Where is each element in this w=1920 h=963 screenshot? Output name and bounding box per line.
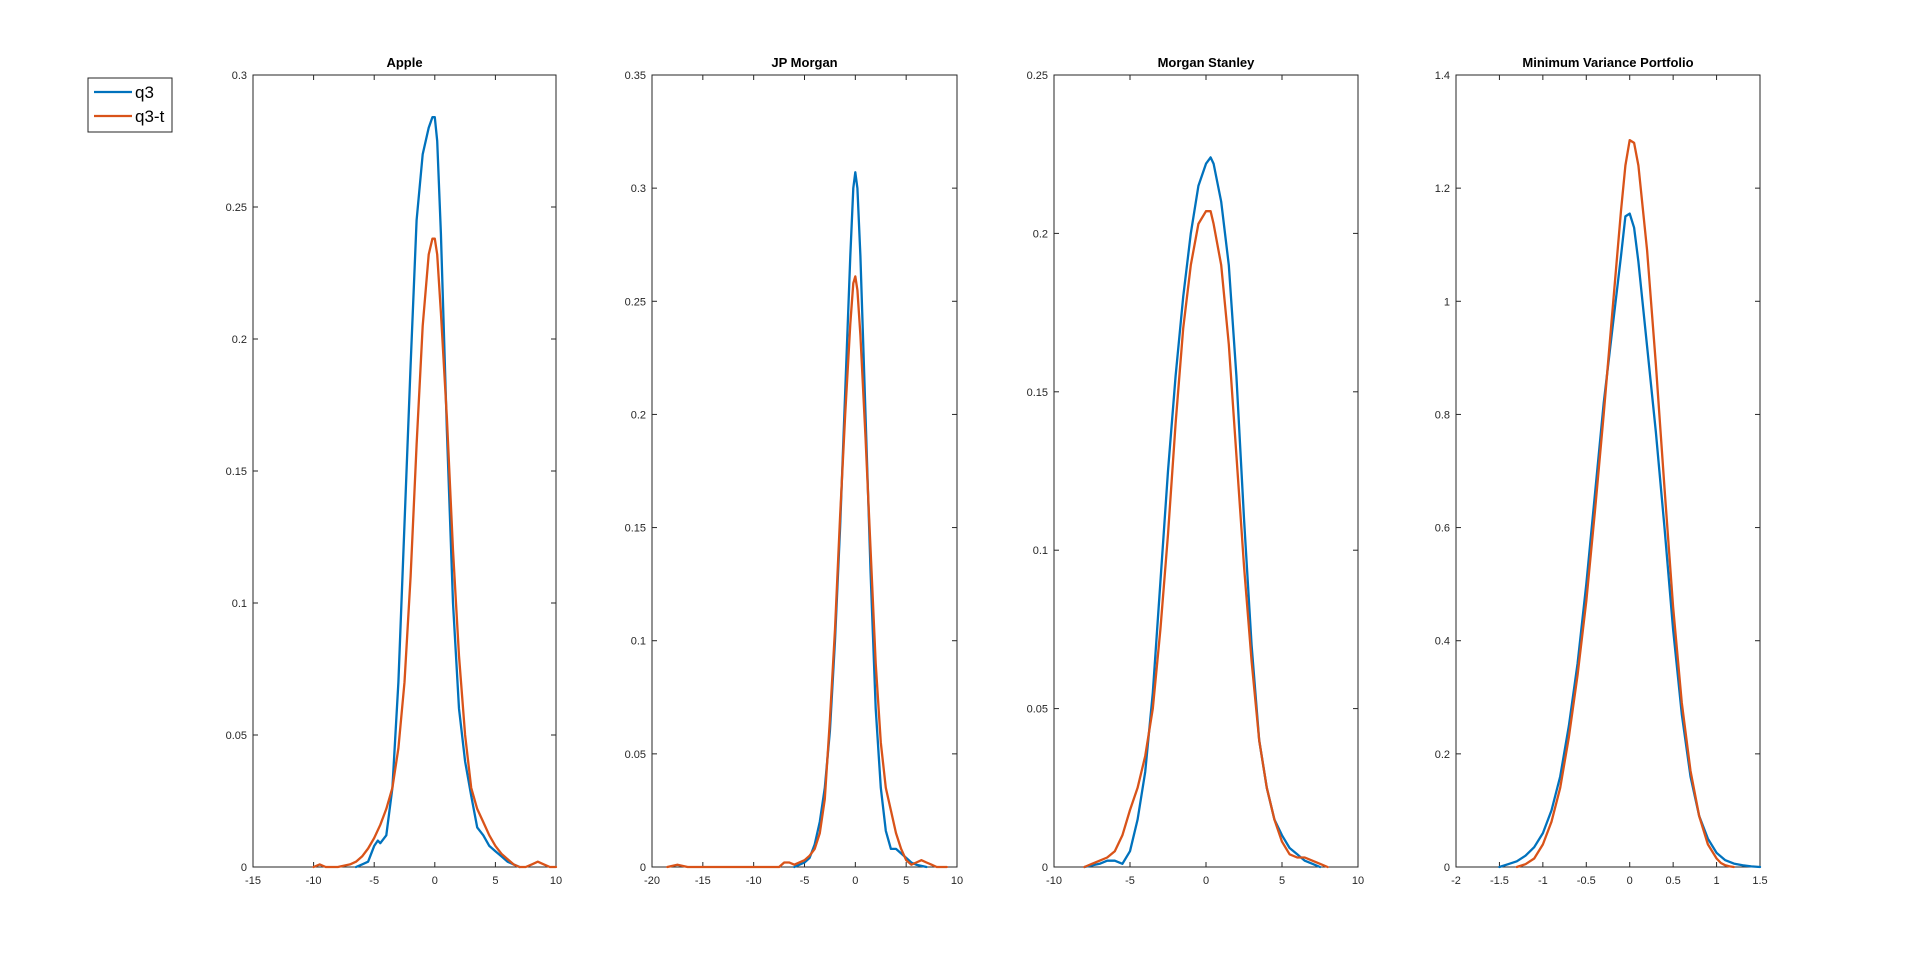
y-tick-label: 0.2 [1435,749,1450,761]
legend-label: q3-t [135,107,165,126]
x-tick-label: 0 [1203,875,1209,887]
subplot-3: Morgan Stanley -10 -5 0 5 10 0 0.05 0.1 0.15 0.2 0.… [1027,55,1365,887]
y-tick-label: 0.05 [625,749,646,761]
x-tick-label: 5 [903,875,909,887]
x-tick-label: -2 [1451,875,1461,887]
subplot-4: Minimum Variance Portfolio -2 -1.5 -1 -0.5 0 0… [1435,55,1768,887]
y-tick-label: 0.05 [1027,704,1048,716]
series-line-q3-t [666,275,948,869]
x-tick-label: -5 [1125,875,1135,887]
x-tick-label: 10 [951,875,963,887]
x-tick-label: 0 [432,875,438,887]
y-tick-label: 0.2 [1033,228,1048,240]
x-tick-label: -15 [245,875,261,887]
y-tick-label: 0 [1444,862,1450,874]
y-tick-label: 0.3 [631,183,646,195]
x-tick-label: -5 [800,875,810,887]
plots-group: Apple-15 -10 -5 0 5 1000.050.10.150.20.250.3J… [226,55,1768,887]
y-tick-label: 0 [241,862,247,874]
series-line-q3 [793,171,928,869]
y-tick-label: 1.4 [1435,70,1450,82]
series-line-q3-t [1515,138,1736,869]
y-tick-label: 0.05 [226,730,247,742]
x-tick-label: 10 [1352,875,1364,887]
x-tick-label: -15 [695,875,711,887]
legend-box [87,77,173,133]
axes-box [252,74,557,868]
subplot-1: Apple -15 -10 -5 0 5 10 0 0.05 0.1 0.15 0.2 0.25 0.3 [226,55,563,887]
x-tick-label: -1 [1538,875,1548,887]
series-line-q3 [1083,156,1322,869]
subplot-2: JP Morgan -20 -15 -10 -5 0 5 10 0 0.05 0.1 0.15 0.2 0… [625,55,964,887]
y-tick-label: 0.15 [1027,387,1048,399]
x-tick-label: -1.5 [1490,875,1509,887]
y-tick-label: 1 [1444,296,1450,308]
y-tick-label: 0.1 [232,598,247,610]
y-tick-label: 0.25 [226,202,247,214]
axes-box [1053,74,1359,868]
x-tick-label: -10 [746,875,762,887]
x-tick-label: -5 [369,875,379,887]
series-line-q3-t [1083,210,1329,869]
y-tick-label: 0.6 [1435,523,1450,535]
legend-label: q3 [135,83,154,102]
y-tick-label: 0 [640,862,646,874]
subplot-title: Apple [386,55,422,70]
y-tick-label: 0.15 [625,523,646,535]
series-line-q3 [354,116,521,869]
y-tick-label: 0.1 [1033,545,1048,557]
axes-box [651,74,958,868]
y-tick-label: 0.2 [232,334,247,346]
x-tick-label: 10 [550,875,562,887]
x-tick-label: 5 [492,875,498,887]
y-tick-label: 0.2 [631,409,646,421]
legend: q3 q3-t [87,77,173,133]
x-tick-label: 0 [852,875,858,887]
y-tick-label: 0.4 [1435,636,1450,648]
series-line-q3 [1498,212,1762,869]
subplot-title: Minimum Variance Portfolio [1522,55,1693,70]
x-tick-label: 5 [1279,875,1285,887]
y-tick-label: 1.2 [1435,183,1450,195]
y-tick-label: 0.25 [625,296,646,308]
x-tick-label: -10 [1046,875,1062,887]
y-tick-label: 0.8 [1435,409,1450,421]
x-tick-label: 0.5 [1665,875,1680,887]
series-line-q3-t [312,237,558,869]
subplot-title: JP Morgan [771,55,837,70]
y-tick-label: 0.1 [631,636,646,648]
subplot-title: Morgan Stanley [1158,55,1256,70]
y-tick-label: 0.15 [226,466,247,478]
x-tick-label: -0.5 [1577,875,1596,887]
y-tick-label: 0.3 [232,70,247,82]
y-tick-label: 0.25 [1027,70,1048,82]
x-tick-label: -10 [306,875,322,887]
y-tick-label: 0.35 [625,70,646,82]
axes-box [1455,74,1761,868]
x-tick-label: -20 [644,875,660,887]
x-tick-label: 1.5 [1752,875,1767,887]
x-tick-label: 1 [1714,875,1720,887]
x-tick-label: 0 [1627,875,1633,887]
y-tick-label: 0 [1042,862,1048,874]
